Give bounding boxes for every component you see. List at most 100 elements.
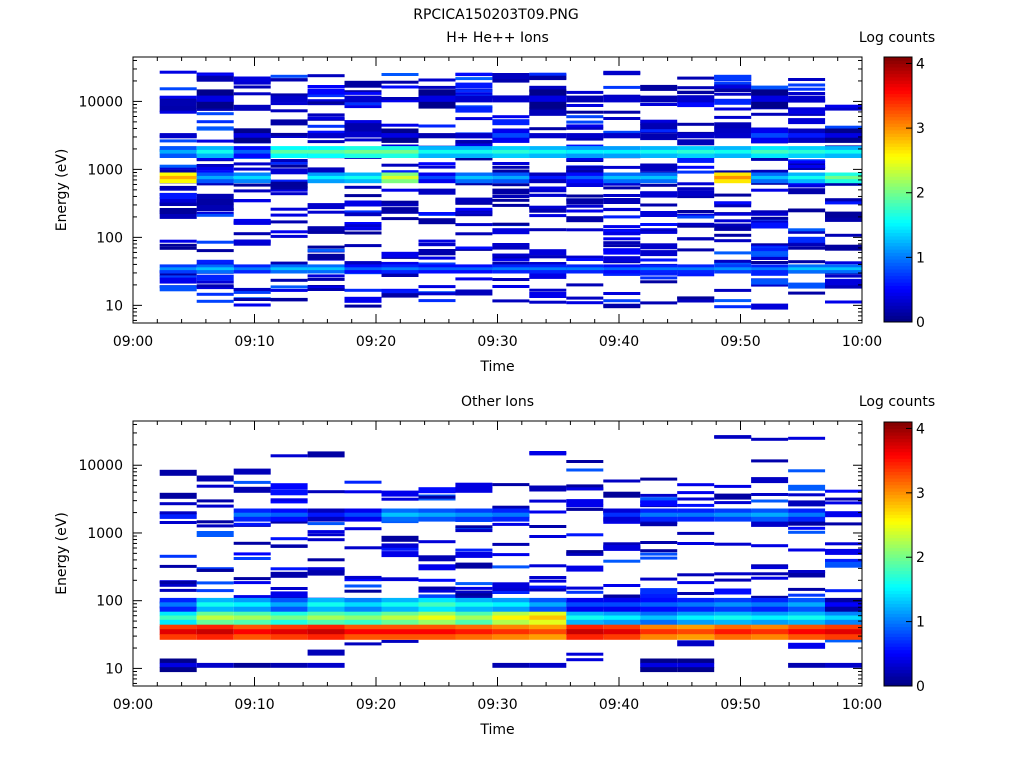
count-streak [788, 83, 826, 87]
count-streak [418, 594, 456, 601]
count-streak [196, 112, 234, 116]
count-streak [418, 212, 456, 215]
data-cell [640, 95, 678, 103]
count-streak [640, 276, 678, 280]
count-streak [159, 583, 197, 587]
count-streak [529, 499, 567, 503]
count-streak [714, 92, 752, 96]
count-streak [455, 106, 493, 113]
count-streak [196, 213, 234, 217]
count-streak [270, 119, 308, 126]
count-streak [825, 244, 862, 251]
data-cell [418, 146, 456, 151]
data-cell [233, 172, 271, 177]
colorbar-swatch [884, 606, 912, 611]
data-cell [344, 624, 382, 630]
count-streak [492, 188, 530, 195]
count-streak [751, 595, 789, 599]
data-cell [751, 512, 789, 518]
data-cell [566, 133, 604, 139]
count-streak [307, 286, 345, 290]
data-cell [788, 662, 826, 668]
y-tick-label: 10000 [78, 458, 123, 474]
count-streak [455, 200, 493, 204]
count-streak [492, 243, 530, 250]
data-cell [529, 624, 567, 630]
data-cell [418, 172, 456, 177]
colorbar-swatch [884, 501, 912, 505]
data-cell [640, 516, 678, 522]
data-cell [714, 508, 752, 514]
colorbar-swatch [884, 275, 912, 280]
count-streak [233, 92, 271, 96]
data-cell [825, 615, 862, 621]
count-streak [714, 212, 752, 216]
count-streak [529, 214, 567, 218]
data-cell [788, 597, 826, 603]
colorbar-tick-label: 0 [916, 315, 925, 331]
data-cell [455, 629, 493, 635]
data-cell [492, 516, 530, 522]
colorbar-swatch [884, 60, 912, 65]
data-cell [492, 137, 530, 143]
data-cell [270, 602, 308, 608]
colorbar-swatch [884, 189, 912, 194]
count-streak [381, 97, 419, 100]
colorbar-swatch [884, 229, 912, 234]
count-streak [418, 299, 456, 303]
count-streak [270, 102, 308, 106]
count-streak [751, 257, 789, 260]
data-cell [233, 611, 271, 617]
count-streak [566, 460, 604, 463]
count-streak [603, 303, 641, 307]
data-cell [603, 153, 641, 158]
count-streak [196, 120, 234, 124]
count-streak [677, 210, 715, 213]
y-tick-label: 100 [96, 230, 123, 246]
count-streak [529, 564, 567, 568]
data-cell [381, 606, 419, 612]
count-streak [677, 296, 715, 300]
count-streak [603, 70, 641, 74]
count-streak [529, 270, 567, 277]
data-cell [196, 634, 234, 640]
data-cell [455, 516, 493, 522]
data-cell [381, 133, 419, 139]
colorbar-swatch [884, 554, 912, 558]
colorbar-label: Log counts [859, 394, 935, 410]
colorbar-swatch [884, 278, 912, 283]
data-cell [159, 658, 197, 664]
data-cell [751, 270, 789, 274]
count-streak [751, 303, 789, 310]
colorbar-swatch [884, 70, 912, 75]
colorbar-swatch [884, 573, 912, 578]
data-cell [529, 153, 567, 158]
colorbar-swatch [884, 537, 912, 542]
colorbar-swatch [884, 468, 912, 472]
count-streak [233, 468, 271, 475]
count-streak [270, 587, 308, 590]
data-cell [825, 629, 862, 635]
data-cell [492, 270, 530, 274]
data-cell [529, 602, 567, 608]
data-cell [455, 615, 493, 621]
count-streak [270, 489, 308, 496]
count-streak [381, 251, 419, 258]
count-streak [788, 160, 826, 164]
count-streak [307, 245, 345, 249]
count-streak [381, 85, 419, 89]
data-cell [825, 146, 862, 151]
count-streak [566, 658, 604, 662]
count-streak [714, 86, 752, 92]
count-streak [603, 272, 641, 276]
data-cell [159, 615, 197, 621]
data-cell [159, 597, 197, 603]
data-cell [455, 611, 493, 617]
count-streak [307, 124, 345, 128]
count-streak [196, 299, 234, 303]
data-cell [677, 602, 715, 608]
data-cell [381, 611, 419, 617]
count-streak [751, 493, 789, 496]
colorbar-swatch [884, 116, 912, 121]
colorbar-tick-label: 2 [916, 550, 925, 566]
